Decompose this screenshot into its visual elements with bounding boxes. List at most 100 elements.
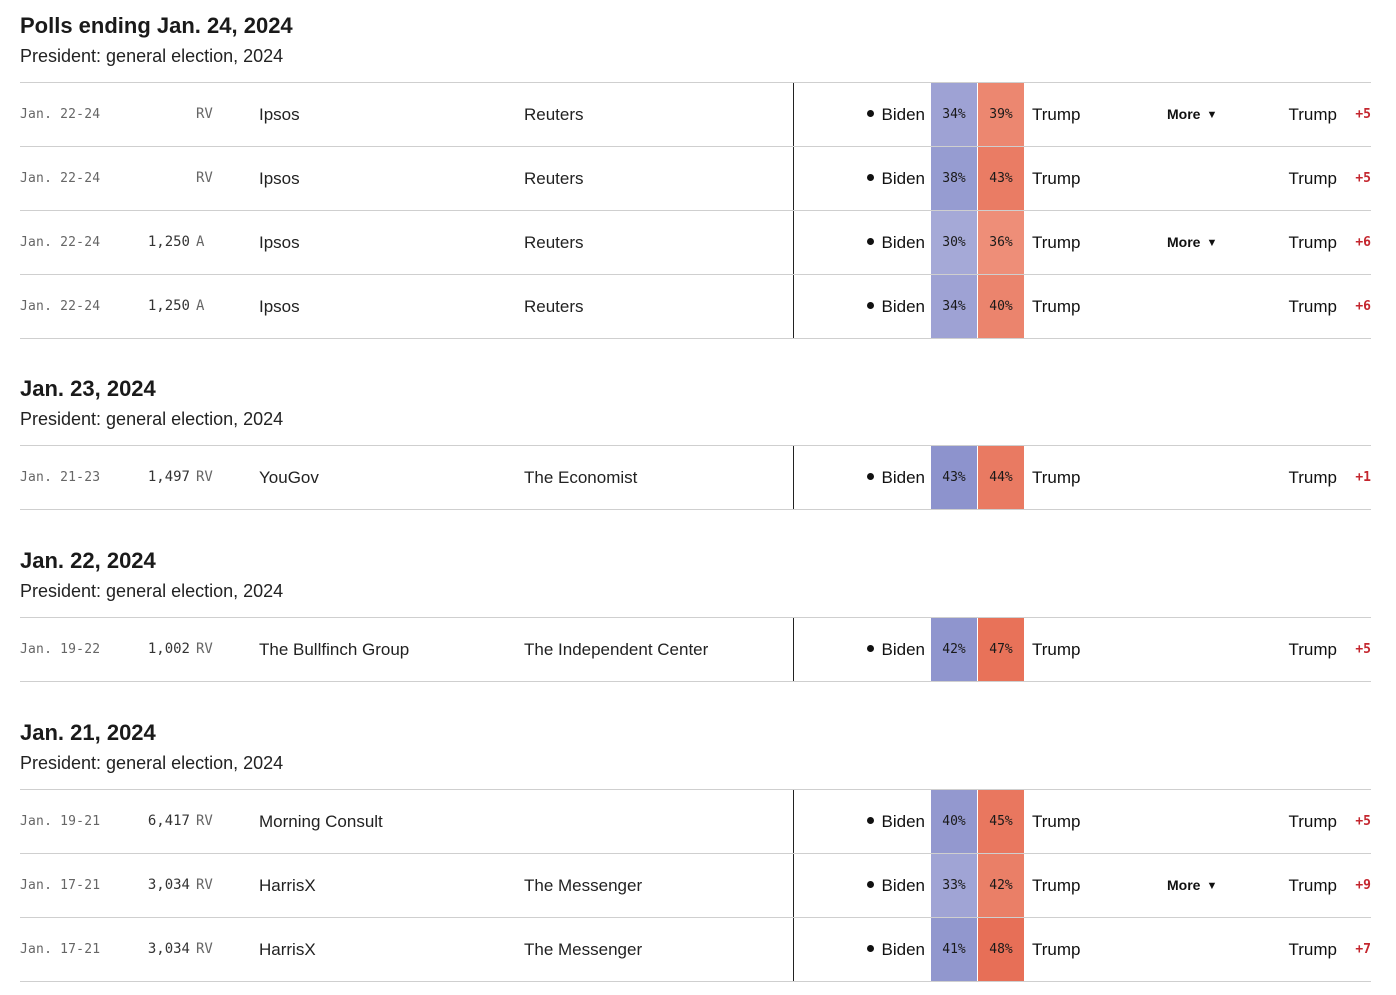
pollster-name[interactable]: HarrisX — [259, 876, 316, 895]
candidate-b-name: Trump — [1032, 812, 1081, 831]
candidate-b-name: Trump — [1032, 468, 1081, 487]
sample-number: 6,417 — [147, 813, 190, 829]
trump-percent: 36% — [978, 211, 1024, 274]
population-type: A — [196, 234, 205, 250]
margin-badge: +6 — [1355, 235, 1371, 250]
sponsor-name[interactable]: Reuters — [524, 233, 584, 252]
candidate-b-name: Trump — [1032, 297, 1081, 316]
bullet-dot-icon — [866, 174, 874, 182]
bullet-dot-icon — [866, 881, 874, 889]
margin-badge: +5 — [1355, 814, 1371, 829]
leader-name: Trump — [1288, 876, 1338, 895]
trump-percent: 42% — [978, 854, 1024, 917]
biden-percent: 33% — [931, 854, 977, 917]
pollster-name[interactable]: HarrisX — [259, 940, 316, 959]
margin-badge: +9 — [1355, 878, 1371, 893]
poll-row: Jan. 22-24 1,250 A Ipsos Reuters Biden 34% 40% T… — [20, 275, 1371, 339]
sponsor-name[interactable]: Reuters — [524, 105, 584, 124]
margin-badge: +1 — [1355, 470, 1371, 485]
population-type: RV — [196, 469, 213, 485]
pollster-name[interactable]: The Bullfinch Group — [259, 640, 410, 659]
column-divider — [793, 211, 794, 274]
trump-percent: 45% — [978, 790, 1024, 853]
candidate-b-name: Trump — [1032, 876, 1081, 895]
more-button[interactable]: More ▼ — [1167, 211, 1217, 274]
pollster-name[interactable]: Ipsos — [259, 233, 300, 252]
biden-percent: 43% — [931, 446, 977, 509]
poll-table: Jan. 19-22 1,002 RV The Bullfinch Group The … — [20, 617, 1371, 682]
leader-name: Trump — [1288, 468, 1338, 487]
group-subtitle: President: general election, 2024 — [20, 409, 284, 429]
group-subtitle: President: general election, 2024 — [20, 581, 284, 601]
poll-dates: Jan. 19-22 — [20, 642, 101, 657]
candidate-b-name: Trump — [1032, 105, 1081, 124]
group-title: Polls ending Jan. 24, 2024 — [20, 13, 293, 38]
column-divider — [793, 83, 794, 146]
pollster-name[interactable]: Ipsos — [259, 169, 300, 188]
sponsor-name[interactable]: The Independent Center — [524, 640, 709, 659]
bullet-dot-icon — [866, 302, 874, 310]
candidate-a: Biden — [866, 275, 925, 338]
margin-badge: +5 — [1355, 107, 1371, 122]
biden-percent: 34% — [931, 275, 977, 338]
sponsor-name[interactable]: Reuters — [524, 169, 584, 188]
pollster-name[interactable]: Morning Consult — [259, 812, 383, 831]
poll-row: Jan. 21-23 1,497 RV YouGov The Economist Bide… — [20, 446, 1371, 510]
group-title: Jan. 21, 2024 — [20, 720, 156, 745]
poll-row: Jan. 17-21 3,034 RV HarrisX The Messenger Bid… — [20, 854, 1371, 918]
trump-percent: 40% — [978, 275, 1024, 338]
sample-size: 1,250 A — [146, 211, 205, 274]
sponsor-name[interactable]: The Messenger — [524, 876, 643, 895]
poll-table: Jan. 19-21 6,417 RV Morning Consult Biden 40%… — [20, 789, 1371, 982]
poll-row: Jan. 22-24 RV Ipsos Reuters Biden 38% 43% Trump… — [20, 147, 1371, 211]
bullet-dot-icon — [866, 945, 874, 953]
poll-dates: Jan. 19-21 — [20, 814, 101, 829]
poll-dates: Jan. 22-24 — [20, 171, 101, 186]
biden-percent: 42% — [931, 618, 977, 681]
column-divider — [793, 147, 794, 210]
bullet-dot-icon — [866, 473, 874, 481]
bullet-dot-icon — [866, 238, 874, 246]
column-divider — [793, 854, 794, 917]
candidate-a-name: Biden — [881, 297, 925, 316]
poll-row: Jan. 22-24 RV Ipsos Reuters Biden 34% 39% Trump… — [20, 83, 1371, 147]
sponsor-name[interactable]: Reuters — [524, 297, 584, 316]
caret-down-icon: ▼ — [1206, 880, 1218, 892]
sponsor-name[interactable]: The Economist — [524, 468, 638, 487]
pollster-name[interactable]: YouGov — [259, 468, 319, 487]
trump-percent: 43% — [978, 147, 1024, 210]
margin-badge: +5 — [1355, 171, 1371, 186]
candidate-a: Biden — [866, 618, 925, 681]
pollster-name[interactable]: Ipsos — [259, 105, 300, 124]
population-type: RV — [196, 106, 213, 122]
candidate-a-name: Biden — [881, 169, 925, 188]
leader-name: Trump — [1288, 169, 1338, 188]
column-divider — [793, 446, 794, 509]
leader-name: Trump — [1288, 940, 1338, 959]
leader-name: Trump — [1288, 297, 1338, 316]
sponsor-name[interactable]: The Messenger — [524, 940, 643, 959]
pollster-name[interactable]: Ipsos — [259, 297, 300, 316]
trump-percent: 39% — [978, 83, 1024, 146]
poll-dates: Jan. 22-24 — [20, 299, 101, 314]
population-type: RV — [196, 877, 213, 893]
column-divider — [793, 790, 794, 853]
bullet-dot-icon — [866, 645, 874, 653]
more-button[interactable]: More ▼ — [1167, 854, 1217, 917]
candidate-b-name: Trump — [1032, 233, 1081, 252]
sample-size: 3,034 RV — [146, 918, 213, 981]
poll-row: Jan. 17-21 3,034 RV HarrisX The Messenger Bid… — [20, 918, 1371, 982]
sample-size: 3,034 RV — [146, 854, 213, 917]
poll-row: Jan. 19-21 6,417 RV Morning Consult Biden 40%… — [20, 790, 1371, 854]
population-type: A — [196, 298, 205, 314]
biden-percent: 40% — [931, 790, 977, 853]
sample-size: RV — [146, 147, 213, 210]
more-button[interactable]: More ▼ — [1167, 83, 1217, 146]
margin-badge: +5 — [1355, 642, 1371, 657]
population-type: RV — [196, 641, 213, 657]
poll-row: Jan. 22-24 1,250 A Ipsos Reuters Biden 30% 36% T… — [20, 211, 1371, 275]
candidate-b-name: Trump — [1032, 940, 1081, 959]
biden-percent: 34% — [931, 83, 977, 146]
candidate-a-name: Biden — [881, 812, 925, 831]
poll-dates: Jan. 17-21 — [20, 878, 101, 893]
